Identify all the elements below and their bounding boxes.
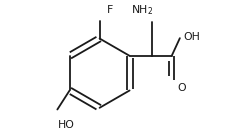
Text: NH$_2$: NH$_2$ — [131, 4, 153, 17]
Text: O: O — [177, 83, 186, 93]
Text: OH: OH — [183, 32, 200, 42]
Text: F: F — [107, 5, 113, 15]
Text: HO: HO — [58, 120, 74, 130]
